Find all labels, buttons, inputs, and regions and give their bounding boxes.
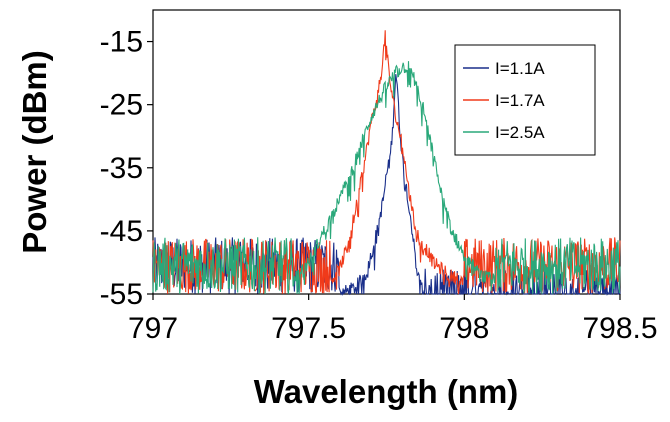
x-tick-label: 797.5: [271, 312, 346, 345]
x-tick-label: 797: [128, 312, 178, 345]
y-tick-label: -15: [100, 26, 143, 59]
y-axis-title: Power (dBm): [16, 50, 53, 254]
y-tick-label: -35: [100, 152, 143, 185]
legend-label: I=1.7A: [495, 91, 545, 110]
x-tick-label: 798: [439, 312, 489, 345]
legend-label: I=2.5A: [495, 123, 545, 142]
y-tick-label: -25: [100, 89, 143, 122]
y-tick-label: -45: [100, 215, 143, 248]
series-layer: [152, 30, 621, 297]
y-tick-label: -55: [100, 278, 143, 311]
x-axis-title: Wavelength (nm): [254, 373, 519, 410]
legend-label: I=1.1A: [495, 59, 545, 78]
legend: I=1.1A I=1.7A I=2.5A: [454, 44, 596, 156]
series-line-3: [152, 61, 621, 295]
x-tick-label: 798.5: [582, 312, 657, 345]
